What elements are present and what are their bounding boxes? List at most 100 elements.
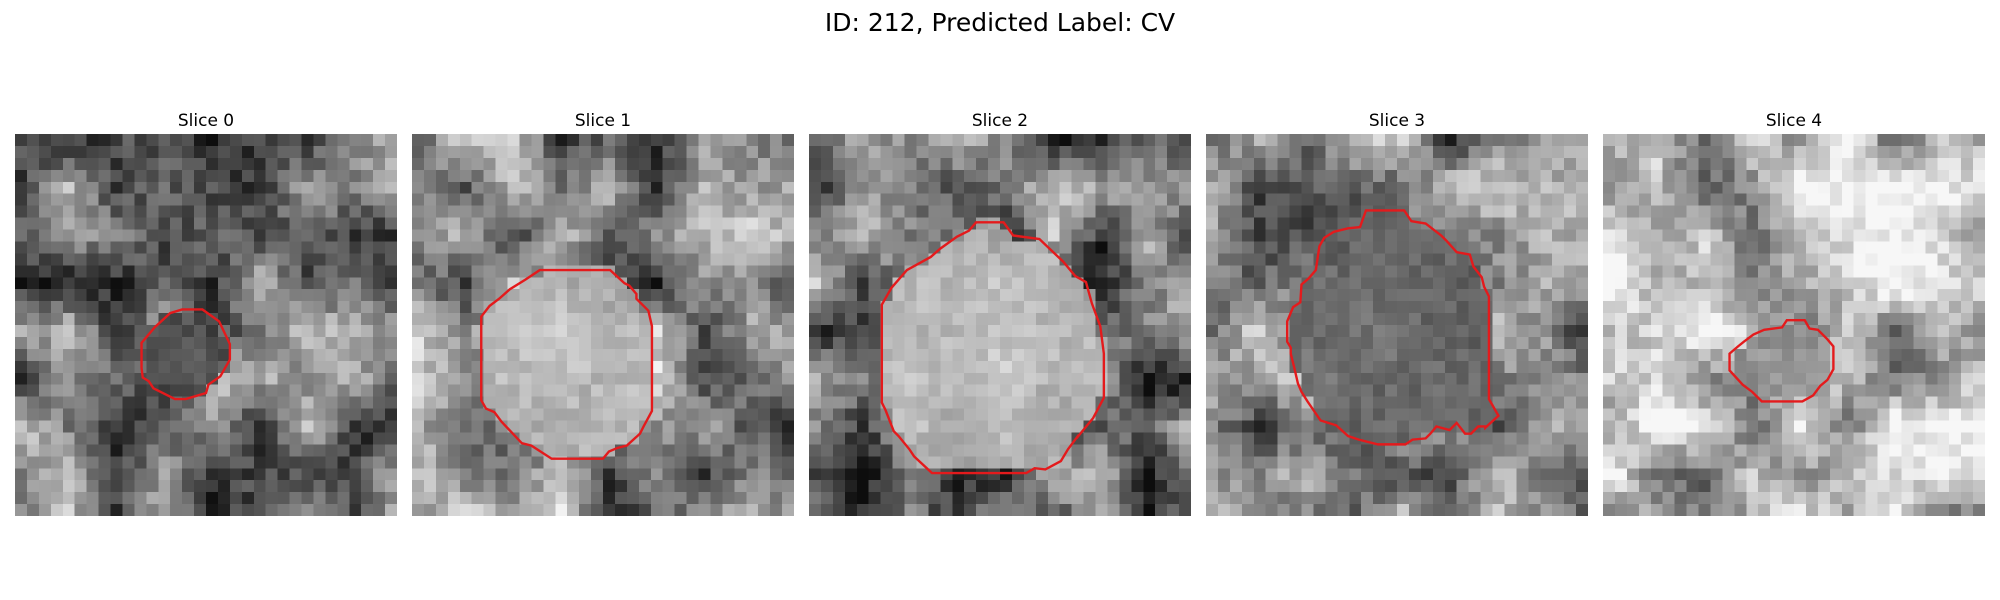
pixel	[1337, 504, 1350, 516]
pixel	[591, 193, 604, 206]
pixel	[1480, 193, 1493, 206]
pixel	[86, 181, 99, 194]
pixel	[603, 336, 616, 350]
pixel	[1782, 229, 1795, 242]
pixel	[1973, 169, 1985, 182]
pixel	[1229, 157, 1243, 171]
pixel	[170, 456, 183, 469]
pixel	[614, 157, 628, 171]
pixel	[1277, 181, 1290, 194]
pixel	[844, 157, 857, 171]
pixel	[1650, 408, 1663, 421]
pixel	[976, 480, 989, 493]
pixel	[206, 241, 219, 254]
pixel	[1504, 134, 1517, 147]
pixel	[1564, 336, 1577, 350]
pixel	[1528, 456, 1541, 469]
pixel	[325, 313, 338, 326]
pixel	[1937, 336, 1950, 350]
pixel	[531, 372, 544, 385]
pixel	[325, 157, 338, 171]
pixel	[638, 360, 651, 373]
pixel	[964, 253, 977, 266]
pixel	[1794, 169, 1807, 182]
pixel	[591, 408, 604, 421]
pixel	[1504, 408, 1517, 421]
pixel	[746, 169, 759, 182]
pixel	[86, 253, 99, 266]
pixel	[170, 444, 183, 457]
pixel	[1337, 193, 1350, 206]
pixel	[265, 492, 278, 505]
pixel	[868, 456, 881, 469]
pixel	[241, 325, 254, 338]
pixel	[1107, 241, 1120, 254]
pixel	[1901, 325, 1914, 338]
pixel	[241, 277, 254, 290]
pixel	[579, 396, 592, 409]
pixel	[385, 360, 397, 373]
pixel	[1626, 289, 1640, 302]
pixel	[423, 372, 437, 385]
pixel	[423, 480, 437, 493]
pixel	[110, 325, 123, 338]
pixel	[686, 456, 699, 469]
pixel	[662, 492, 675, 505]
pixel	[519, 444, 532, 457]
pixel	[253, 384, 266, 397]
pixel	[1805, 229, 1819, 242]
pixel	[1770, 265, 1783, 278]
pixel	[1973, 289, 1985, 302]
pixel	[170, 193, 183, 206]
pixel	[62, 289, 75, 302]
pixel	[182, 408, 195, 421]
pixel	[1143, 217, 1156, 230]
pixel	[1564, 241, 1577, 254]
pixel	[423, 193, 437, 206]
pixel	[1925, 336, 1938, 350]
pixel	[325, 456, 338, 469]
pixel	[471, 205, 484, 218]
pixel	[1000, 169, 1013, 182]
pixel	[555, 420, 568, 433]
pixel	[26, 444, 40, 457]
pixel	[349, 229, 362, 242]
pixel	[1011, 372, 1025, 385]
pixel	[1492, 217, 1505, 230]
pixel	[1432, 456, 1445, 469]
pixel	[650, 205, 663, 218]
pixel	[1167, 396, 1180, 409]
pixel	[435, 336, 449, 350]
pixel	[1059, 181, 1072, 194]
pixel	[1179, 384, 1191, 397]
pixel	[1131, 145, 1144, 159]
pixel	[1794, 229, 1807, 242]
pixel	[385, 504, 397, 516]
pixel	[289, 468, 302, 481]
pixel	[1710, 325, 1723, 338]
pixel	[916, 205, 929, 218]
pixel	[844, 432, 857, 445]
pixel	[964, 134, 977, 147]
pixel	[1889, 420, 1902, 433]
pixel	[15, 169, 28, 182]
pixel	[1229, 360, 1243, 373]
pixel	[1949, 325, 1962, 338]
pixel	[782, 241, 794, 254]
pixel	[1794, 241, 1807, 254]
pixel	[1397, 253, 1410, 266]
pixel	[579, 217, 592, 230]
pixel	[1841, 313, 1854, 326]
pixel	[1179, 504, 1191, 516]
pixel	[940, 253, 953, 266]
pixel	[1782, 241, 1795, 254]
pixel	[86, 468, 99, 481]
pixel	[1361, 313, 1374, 326]
pixel	[1662, 360, 1675, 373]
pixel	[265, 504, 278, 516]
pixel	[1047, 313, 1060, 326]
pixel	[1865, 229, 1878, 242]
pixel	[38, 336, 52, 350]
pixel	[1325, 468, 1338, 481]
pixel	[1301, 336, 1314, 350]
